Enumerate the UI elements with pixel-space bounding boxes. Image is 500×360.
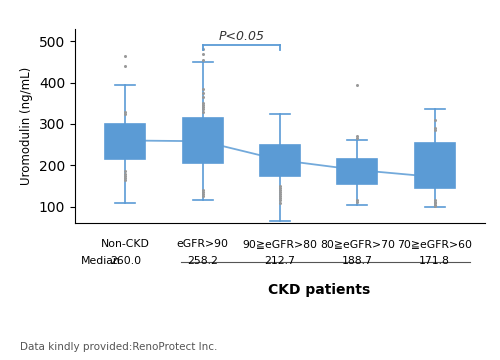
PathPatch shape — [105, 124, 146, 159]
Text: 90≧eGFR>80: 90≧eGFR>80 — [242, 239, 318, 249]
Text: 258.2: 258.2 — [187, 256, 218, 266]
Text: 188.7: 188.7 — [342, 256, 373, 266]
Text: 80≧eGFR>70: 80≧eGFR>70 — [320, 239, 395, 249]
Text: Non-CKD: Non-CKD — [101, 239, 150, 249]
Text: 212.7: 212.7 — [264, 256, 296, 266]
Y-axis label: Uromodulin (ng/mL): Uromodulin (ng/mL) — [20, 67, 34, 185]
Text: CKD patients: CKD patients — [268, 283, 370, 297]
PathPatch shape — [414, 143, 455, 188]
Text: 70≧eGFR>60: 70≧eGFR>60 — [397, 239, 472, 249]
Text: P<0.05: P<0.05 — [218, 30, 264, 43]
PathPatch shape — [182, 118, 223, 163]
Text: Data kindly provided:RenoProtect Inc.: Data kindly provided:RenoProtect Inc. — [20, 342, 218, 352]
Text: 171.8: 171.8 — [420, 256, 450, 266]
PathPatch shape — [337, 159, 378, 184]
PathPatch shape — [260, 145, 300, 176]
Text: 260.0: 260.0 — [110, 256, 141, 266]
Text: Median: Median — [80, 256, 120, 266]
Text: eGFR>90: eGFR>90 — [176, 239, 229, 249]
